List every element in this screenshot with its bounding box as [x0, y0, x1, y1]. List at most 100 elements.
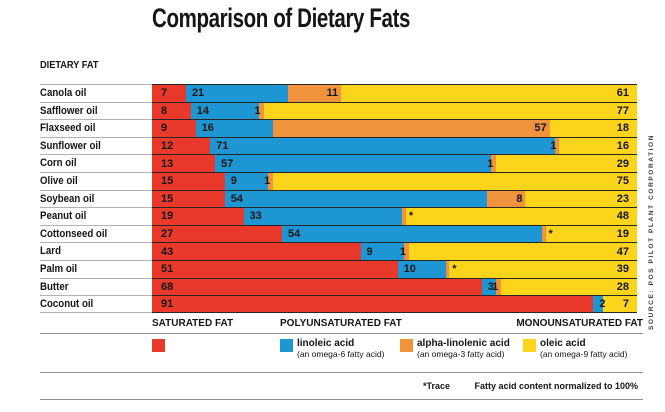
- trace-marker: *: [408, 210, 414, 223]
- legend-item-label: oleic acid: [540, 338, 586, 349]
- legend-item-oleic: oleic acid (an omega-9 fatty acid): [540, 338, 627, 359]
- bar-segment-saturated: 43: [152, 243, 361, 260]
- segment-value: 39: [616, 263, 630, 276]
- segment-value: 9: [161, 122, 168, 135]
- bar-segment-linoleic: 9: [360, 243, 405, 260]
- bar-segment-saturated: 12: [152, 137, 211, 155]
- stacked-bar: 13 57 1 29: [152, 154, 637, 172]
- legend-header-monounsaturated: MONOUNSATURATED FAT: [516, 318, 643, 329]
- footer-divider: [40, 399, 643, 400]
- bar-segment-linoleic: 21: [185, 85, 288, 102]
- bar-segment-oleic: 61: [341, 85, 637, 102]
- bar-segment-oleic: 75: [273, 172, 637, 190]
- alpha-linolenic-swatch: [400, 339, 413, 352]
- chart-row: Coconut oil 91 2 7: [40, 295, 637, 313]
- segment-value: 1: [254, 104, 261, 117]
- bar-segment-alpha_linolenic: 1: [254, 102, 264, 120]
- oleic-swatch: [523, 339, 536, 352]
- legend-item-label: linoleic acid: [297, 338, 355, 349]
- stacked-bar: 9 16 57 18: [152, 119, 637, 137]
- bar-segment-oleic: 77: [263, 102, 637, 120]
- bar-segment-alpha_linolenic: 1: [487, 155, 497, 172]
- segment-value: 19: [616, 228, 629, 241]
- row-label: Canola oil: [40, 84, 152, 102]
- legend-item-linoleic: linoleic acid (an omega-6 fatty acid): [297, 338, 384, 359]
- segment-value: 9: [366, 245, 373, 258]
- segment-value: 47: [616, 245, 629, 258]
- bar-segment-linoleic: 54: [224, 190, 487, 208]
- source-credit: SOURCE: POS PILOT PLANT CORPORATION: [648, 134, 655, 330]
- bar-segment-oleic: 19: [545, 225, 637, 243]
- stacked-bar: 12 71 1 16: [152, 136, 637, 155]
- segment-value: 48: [616, 210, 629, 223]
- bar-segment-oleic: 7: [603, 296, 637, 312]
- segment-value: 1: [399, 245, 407, 258]
- segment-value: 3: [487, 280, 494, 293]
- chart-row: Corn oil 13 57 1 29: [40, 154, 637, 172]
- bar-segment-saturated: 91: [152, 296, 594, 312]
- bar-segment-oleic: 28: [501, 278, 637, 296]
- segment-value: 1: [550, 140, 557, 153]
- row-label: Coconut oil: [40, 295, 152, 313]
- segment-value: 77: [616, 104, 629, 117]
- segment-value: 29: [616, 157, 629, 170]
- stacked-bar: 27 54 * 19: [152, 224, 637, 243]
- segment-value: 1: [492, 280, 499, 293]
- row-label: Lard: [40, 242, 152, 260]
- chart-row: Sunflower oil 12 71 1 16: [40, 136, 637, 155]
- chart-row: Canola oil 7 21 11 61: [40, 84, 637, 102]
- trace-marker: *: [452, 263, 457, 276]
- legend-item-label: alpha-linolenic acid: [417, 338, 510, 349]
- axis-header: DIETARY FAT: [40, 60, 99, 71]
- row-label: Safflower oil: [40, 101, 152, 120]
- bar-segment-alpha_linolenic: 57: [273, 120, 550, 137]
- segment-value: 21: [191, 87, 205, 100]
- bar-segment-linoleic: 3: [481, 278, 497, 296]
- bar-segment-linoleic: 57: [215, 155, 492, 172]
- bar-segment-oleic: 48: [405, 208, 637, 225]
- bar-segment-oleic: 18: [549, 120, 637, 137]
- bar-segment-saturated: 51: [152, 260, 398, 278]
- chart-row: Butter 68 3 1 28: [40, 277, 637, 296]
- bar-segment-linoleic: 14: [190, 102, 259, 120]
- segment-value: 43: [161, 245, 174, 258]
- legend-item-sublabel: (an omega-9 fatty acid): [540, 349, 628, 359]
- segment-value: 91: [161, 297, 174, 310]
- legend-item-sublabel: (an omega-3 fatty acid): [417, 349, 505, 359]
- segment-value: 13: [161, 157, 174, 170]
- row-label: Soybean oil: [40, 189, 152, 208]
- bar-segment-saturated: 7: [152, 85, 186, 102]
- row-label: Olive oil: [40, 171, 152, 190]
- segment-value: 10: [403, 263, 416, 276]
- segment-value: 14: [196, 104, 210, 117]
- saturated-swatch: [152, 339, 165, 352]
- bar-segment-oleic: 29: [496, 155, 637, 172]
- bar-segment-saturated: 13: [152, 155, 216, 172]
- bar-segment-saturated: 68: [152, 278, 482, 296]
- bar-segment-linoleic: 9: [224, 172, 269, 190]
- segment-value: 7: [622, 297, 629, 310]
- segment-value: 57: [534, 122, 547, 135]
- bar-segment-alpha_linolenic: *: [445, 260, 456, 278]
- segment-value: 8: [516, 192, 523, 205]
- segment-value: 15: [161, 192, 174, 205]
- segment-value: 9: [230, 175, 237, 188]
- segment-value: 8: [161, 104, 168, 117]
- segment-value: 12: [161, 140, 174, 153]
- bar-segment-saturated: 27: [152, 225, 283, 243]
- row-label: Palm oil: [40, 259, 152, 278]
- segment-value: 54: [230, 192, 243, 205]
- segment-value: 75: [616, 175, 629, 188]
- row-label: Butter: [40, 277, 152, 296]
- legend-item-alpha-linolenic: alpha-linolenic acid (an omega-3 fatty a…: [417, 338, 510, 359]
- legend-header-polyunsaturated: POLYUNSATURATED FAT: [280, 318, 402, 329]
- bar-segment-oleic: 39: [449, 260, 638, 278]
- bar-segment-saturated: 19: [152, 208, 244, 225]
- stacked-bar: 8 14 1 77: [152, 101, 637, 120]
- chart-row: Safflower oil 8 14 1 77: [40, 101, 637, 120]
- segment-value: 23: [616, 192, 629, 205]
- chart-row: Cottonseed oil 27 54 * 19: [40, 224, 637, 243]
- chart-row: Soybean oil 15 54 8 23: [40, 189, 637, 208]
- segment-value: 2: [599, 297, 606, 310]
